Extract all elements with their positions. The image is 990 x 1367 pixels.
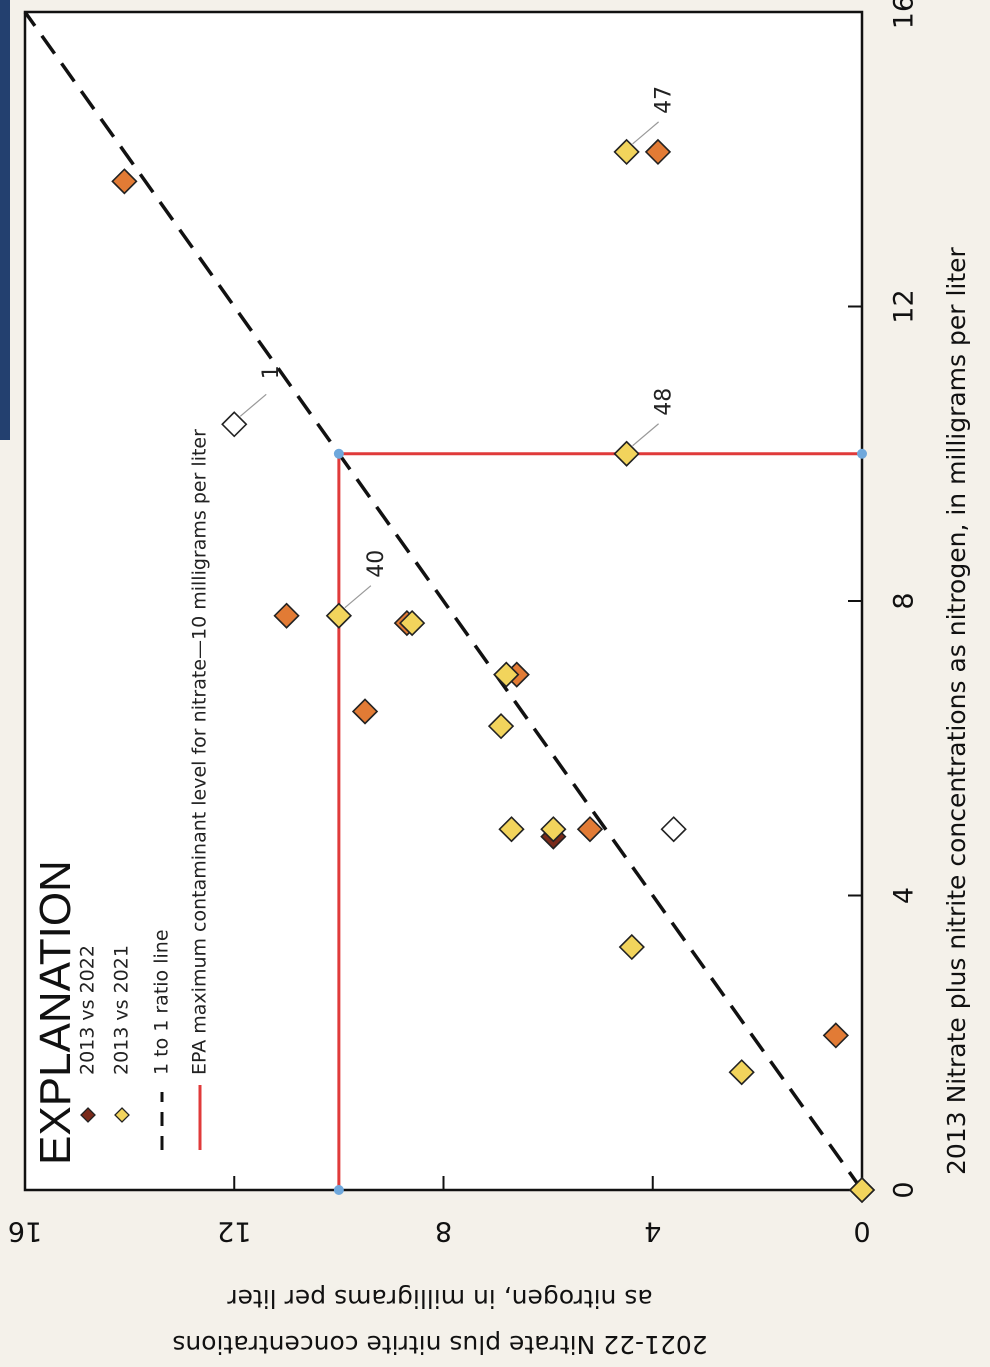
x-tick-label: 0	[889, 1181, 920, 1198]
point-label: 48	[652, 388, 677, 416]
x-tick-label: 8	[889, 592, 920, 609]
y-tick-label: 4	[644, 1216, 661, 1247]
data-point	[351, 698, 379, 725]
x-tick-label: 12	[889, 289, 920, 323]
epa-line-endpoint	[333, 448, 344, 459]
legend-label: 2013 vs 2022	[77, 945, 99, 1075]
legend-title: EXPLANATION	[31, 860, 80, 1165]
y-tick-label: 16	[8, 1216, 42, 1247]
callout-leader	[239, 393, 267, 417]
data-point	[613, 138, 640, 166]
y-tick-label: 0	[853, 1216, 870, 1247]
data-point	[111, 168, 138, 195]
data-point	[398, 609, 426, 637]
x-axis-title: 2013 Nitrate plus nitrite concentrations…	[942, 246, 971, 1175]
data-point	[498, 816, 525, 843]
point-label: 1	[259, 365, 284, 379]
data-point	[576, 816, 604, 843]
data-point	[221, 411, 248, 438]
one-to-one-ratio-line	[23, 10, 864, 1192]
data-point	[660, 816, 687, 843]
x-tick-label: 16	[889, 0, 920, 29]
data-point	[618, 933, 645, 961]
data-point	[728, 1059, 755, 1086]
data-point	[613, 440, 640, 467]
data-point	[540, 816, 567, 843]
data-point	[487, 713, 515, 740]
legend-label: 1 to 1 ratio line	[151, 929, 173, 1075]
point-callouts: 48 1 40 47	[239, 86, 677, 609]
callout-leader	[632, 423, 659, 447]
callout-leader	[632, 121, 659, 145]
legend-label: 2013 vs 2021	[111, 945, 133, 1075]
y-axis-title-line1: 2021-22 Nitrate plus nitrite concentrati…	[172, 1330, 707, 1359]
y-tick-label: 8	[435, 1216, 452, 1247]
data-point	[822, 1022, 849, 1049]
data-points	[111, 138, 876, 1204]
data-point	[325, 602, 353, 629]
data-point	[644, 138, 672, 166]
data-point	[493, 661, 520, 688]
data-point	[273, 602, 300, 629]
legend-marker	[80, 1107, 96, 1123]
legend-marker	[114, 1107, 130, 1123]
y-tick-label: 12	[217, 1216, 251, 1247]
page-edge-strip	[0, 0, 10, 440]
epa-line-endpoint	[857, 448, 867, 459]
point-label: 47	[652, 86, 677, 114]
axis-titles: 2013 Nitrate plus nitrite concentrations…	[172, 246, 971, 1359]
data-point	[848, 1176, 876, 1204]
callout-leader	[344, 585, 372, 609]
epa-line-endpoint	[333, 1185, 344, 1195]
x-tick-label: 4	[889, 887, 920, 904]
legend-label: EPA maximum contaminant level for nitrat…	[189, 429, 211, 1075]
point-label: 40	[364, 550, 389, 578]
y-axis-title-line2: as nitrogen, in milligrams per liter	[227, 1284, 653, 1313]
reference-lines	[23, 10, 867, 1195]
